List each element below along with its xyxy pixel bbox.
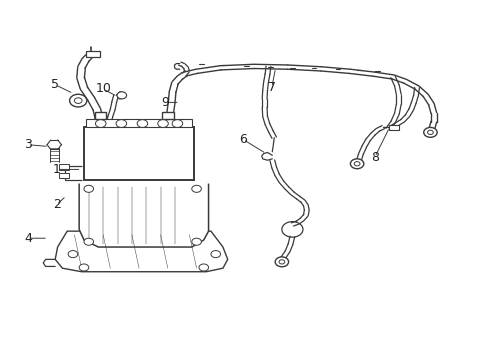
Circle shape: [427, 130, 432, 135]
Bar: [86, 119, 191, 127]
Polygon shape: [55, 231, 227, 272]
Circle shape: [137, 120, 147, 127]
Bar: [388, 125, 398, 130]
Polygon shape: [64, 166, 81, 180]
Circle shape: [353, 162, 359, 166]
Text: 4: 4: [24, 232, 32, 245]
Circle shape: [279, 260, 284, 264]
Text: 9: 9: [161, 96, 169, 109]
Circle shape: [68, 251, 78, 258]
Circle shape: [69, 94, 87, 107]
Bar: [59, 164, 68, 170]
Circle shape: [79, 264, 89, 271]
Bar: [86, 51, 100, 57]
Circle shape: [275, 257, 288, 267]
Polygon shape: [79, 184, 208, 247]
Circle shape: [84, 185, 93, 192]
Circle shape: [423, 127, 436, 137]
Text: 2: 2: [53, 198, 61, 211]
Circle shape: [158, 120, 168, 127]
Circle shape: [84, 238, 93, 245]
Circle shape: [74, 98, 82, 103]
Circle shape: [210, 251, 220, 258]
Bar: [84, 127, 194, 180]
Text: 7: 7: [267, 81, 275, 94]
Circle shape: [172, 120, 183, 127]
Circle shape: [191, 238, 201, 245]
Bar: [162, 112, 173, 119]
Bar: [95, 112, 106, 119]
Text: 1: 1: [53, 163, 61, 176]
Text: 10: 10: [95, 82, 111, 95]
Text: 6: 6: [239, 133, 246, 146]
Text: 5: 5: [51, 78, 59, 91]
Circle shape: [117, 92, 126, 99]
Text: 3: 3: [24, 138, 32, 151]
Circle shape: [199, 264, 208, 271]
Bar: [59, 172, 68, 178]
Circle shape: [95, 120, 106, 127]
Text: 8: 8: [370, 150, 378, 163]
Circle shape: [116, 120, 126, 127]
Circle shape: [191, 185, 201, 192]
Circle shape: [350, 159, 363, 169]
